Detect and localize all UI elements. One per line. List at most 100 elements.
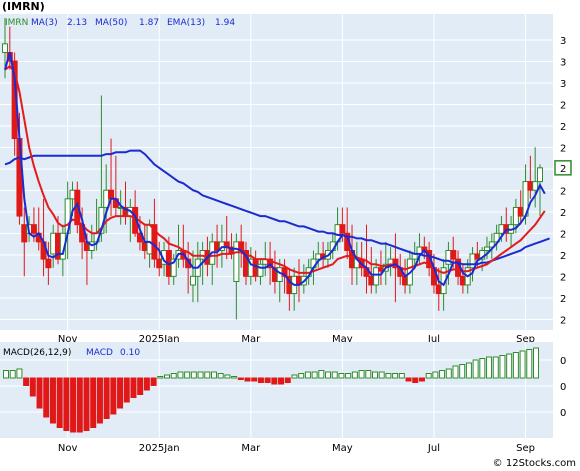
candle-body <box>368 275 375 286</box>
macd-bar <box>49 377 56 424</box>
price-x-tick-label: May <box>332 334 353 345</box>
macd-bar <box>70 377 77 433</box>
price-x-tick-label: Jul <box>427 334 440 345</box>
macd-bar <box>499 355 506 379</box>
legend-symbol: IMRN <box>5 18 28 28</box>
macd-bar <box>143 377 150 391</box>
candle-body <box>474 253 481 260</box>
macd-bar <box>130 377 137 398</box>
macd-bar <box>43 377 50 418</box>
macd-bar <box>291 374 298 379</box>
macd-bar <box>492 356 499 379</box>
candle-body <box>189 275 196 286</box>
candle-body <box>69 189 76 200</box>
legend-ema13-label: EMA(13) <box>167 18 205 28</box>
macd-bar <box>123 377 130 403</box>
candle-body <box>450 250 457 260</box>
macd-bar <box>284 377 291 383</box>
price-tick-label: 3 <box>560 58 566 69</box>
macd-tick-label: 0 <box>560 408 566 419</box>
macd-bar <box>345 373 352 379</box>
macd-x-tick-label: Sep <box>516 443 535 454</box>
macd-bar <box>103 377 110 419</box>
macd-bar <box>392 373 399 379</box>
price-tick-label: 3 <box>560 36 566 47</box>
ma3-line <box>4 52 546 287</box>
macd-bar <box>237 377 244 380</box>
candle-body <box>252 258 259 277</box>
price-tick-label: 2 <box>560 273 566 284</box>
candle-body <box>498 224 505 234</box>
moving-average-lines <box>4 52 550 287</box>
ticker-title: (IMRN) <box>2 0 45 13</box>
macd-bar <box>224 374 231 379</box>
macd-bar <box>76 377 83 433</box>
candle-body <box>151 224 158 260</box>
macd-bar <box>190 371 197 379</box>
candle-body <box>146 224 153 255</box>
macd-bar <box>23 377 30 386</box>
macd-legend: MACD(26,12,9) MACD 0.10 <box>3 348 140 358</box>
macd-x-tick-label: Jul <box>427 443 440 454</box>
candle-body <box>30 224 37 234</box>
price-x-axis: Nov 2025Jan Mar May Jul Sep <box>58 334 535 345</box>
watermark: © 12Stocks.com <box>492 458 576 469</box>
macd-bar <box>486 356 493 379</box>
legend-ma3-value: 2.13 <box>67 18 87 28</box>
price-tick-label: 2 <box>560 208 566 219</box>
candle-body <box>257 263 264 277</box>
macd-bar <box>271 377 278 385</box>
macd-bar <box>63 377 70 431</box>
macd-bar <box>506 353 513 379</box>
macd-bar <box>90 377 97 428</box>
macd-bar <box>298 373 305 379</box>
candle-body <box>402 275 409 286</box>
legend-ma50-label: MA(50) <box>95 18 127 28</box>
price-tick-label: 2 <box>560 251 566 262</box>
ema13-line <box>4 64 546 274</box>
macd-x-tick-label: Mar <box>241 443 261 454</box>
macd-bar <box>519 350 526 379</box>
macd-bar <box>378 371 385 379</box>
macd-bar <box>96 377 103 424</box>
candle-body <box>435 284 442 295</box>
macd-bar <box>197 371 204 379</box>
candle-body <box>469 253 476 269</box>
candle-body <box>50 232 57 255</box>
macd-bar <box>385 373 392 379</box>
macd-bar <box>117 377 124 409</box>
macd-bar <box>278 377 285 385</box>
macd-bar <box>257 377 264 383</box>
price-legend: IMRN MA(3) 2.13 MA(50) 1.87 EMA(13) 1.94 <box>5 18 235 28</box>
price-tick-label: 2 <box>560 101 566 112</box>
macd-bar <box>231 376 238 379</box>
candle-body <box>488 241 495 248</box>
macd-bar <box>318 370 325 379</box>
macd-histogram <box>3 347 539 433</box>
macd-bar <box>338 373 345 379</box>
candle-body <box>45 258 52 269</box>
macd-bar <box>412 377 419 383</box>
macd-bar <box>533 347 539 379</box>
macd-axis-strip <box>553 342 580 438</box>
macd-bar <box>251 377 258 382</box>
macd-bar <box>110 377 117 415</box>
macd-bar <box>204 371 211 379</box>
macd-bar <box>210 371 217 379</box>
price-x-tick-label: Sep <box>516 334 535 345</box>
price-tick-label: 2 <box>560 294 566 305</box>
candle-body <box>532 181 539 191</box>
macd-value-label: MACD <box>86 348 113 358</box>
candle-body <box>426 250 433 269</box>
price-x-tick-label: Mar <box>241 334 261 345</box>
macd-bar <box>425 373 432 379</box>
macd-bar <box>177 371 184 379</box>
macd-bar <box>418 377 425 382</box>
macd-bar <box>217 373 224 379</box>
macd-bar <box>36 377 43 409</box>
legend-ma3-label: MA(3) <box>31 18 58 28</box>
candle-body <box>373 267 380 286</box>
macd-legend-label: MACD(26,12,9) <box>3 348 71 358</box>
macd-bar <box>472 359 479 379</box>
price-tick-label: 2 <box>560 122 566 133</box>
